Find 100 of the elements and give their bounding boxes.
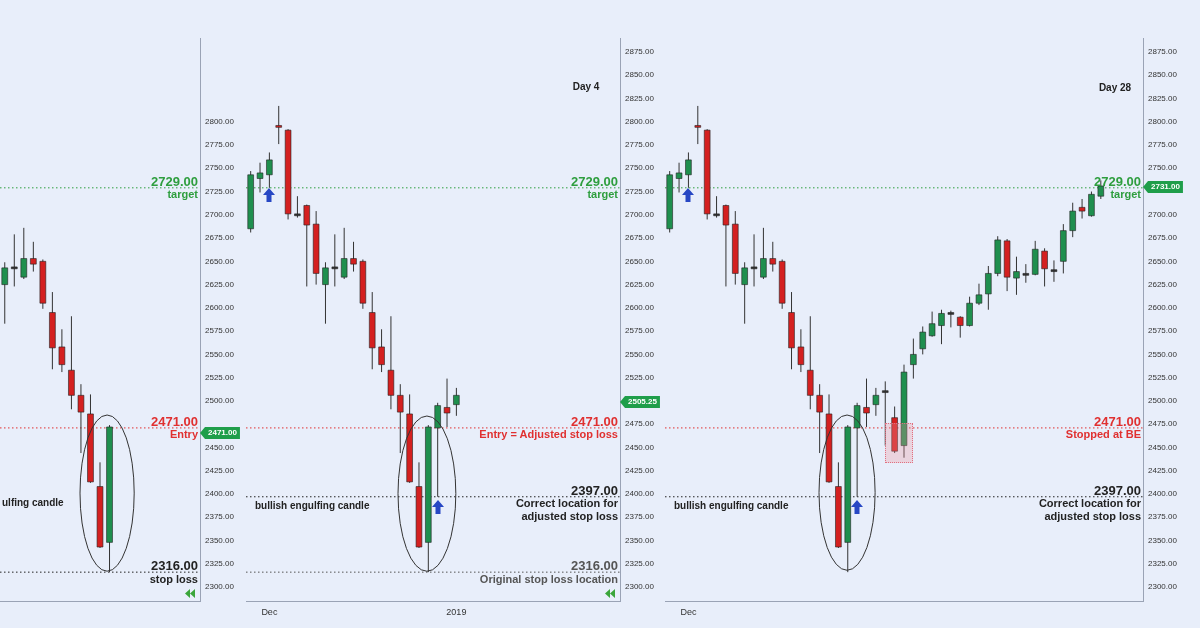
- ref-line-label: 2316.00: [151, 558, 198, 574]
- y-tick-label: 2325.00: [1148, 558, 1178, 568]
- y-tick-label: 2425.00: [205, 465, 235, 475]
- y-tick-label: 2425.00: [625, 465, 655, 475]
- y-tick-label: 2575.00: [1148, 326, 1178, 336]
- candlestick: [741, 261, 748, 325]
- annotation: Stopped at BE: [1065, 428, 1141, 441]
- y-tick-label: 2425.00: [1148, 465, 1178, 475]
- candlestick: [910, 338, 917, 380]
- y-tick-label: 2375.00: [1148, 512, 1178, 522]
- y-tick-label: 2775.00: [625, 140, 655, 150]
- annotation: Correct location for adjusted stop loss: [1038, 497, 1142, 523]
- y-tick-label: 2625.00: [1148, 279, 1178, 289]
- y-tick-label: 2625.00: [205, 279, 235, 289]
- y-tick-label: 2375.00: [205, 512, 235, 522]
- y-tick-label: 2575.00: [625, 326, 655, 336]
- y-tick-label: 2600.00: [205, 303, 235, 313]
- candlestick: [350, 241, 357, 273]
- y-tick-label: 2500.00: [205, 396, 235, 406]
- y-tick-label: 2825.00: [625, 93, 655, 103]
- y-tick-label: 2450.00: [205, 442, 235, 452]
- y-tick-label: 2300.00: [625, 582, 655, 592]
- y-tick-label: 2475.00: [1148, 419, 1178, 429]
- y-tick-label: 2400.00: [205, 489, 235, 499]
- y-tick-label: 2500.00: [1148, 396, 1178, 406]
- x-tick-label: Dec: [261, 606, 278, 617]
- y-tick-label: 2550.00: [625, 349, 655, 359]
- ref-line-label: 2729.00: [151, 173, 198, 189]
- y-tick-label: 2450.00: [625, 442, 655, 452]
- candlestick: [30, 241, 37, 273]
- annotation: bullish engulfing candle: [255, 499, 370, 511]
- y-tick-label: 2550.00: [205, 349, 235, 359]
- annotation: Original stop loss location: [479, 572, 619, 585]
- text: 2731.00: [1151, 182, 1181, 192]
- x-tick-label: Dec: [680, 606, 697, 617]
- y-tick-label: 2675.00: [1148, 233, 1178, 243]
- annotation: Entry: [169, 428, 199, 441]
- y-tick-label: 2400.00: [625, 489, 655, 499]
- y-tick-label: 2525.00: [1148, 372, 1178, 382]
- annotation: Correct location for adjusted stop loss: [515, 497, 619, 523]
- y-tick-label: 2350.00: [625, 535, 655, 545]
- y-tick-label: 2700.00: [205, 210, 235, 220]
- y-tick-label: 2650.00: [625, 256, 655, 266]
- text: 2471.00: [208, 428, 238, 438]
- y-tick-label: 2625.00: [625, 279, 655, 289]
- y-tick-label: 2775.00: [1148, 140, 1178, 150]
- candlestick: [303, 204, 310, 287]
- ref-line-label: 2729.00: [1094, 173, 1141, 189]
- y-tick-label: 2525.00: [625, 372, 655, 382]
- y-tick-label: 2775.00: [205, 140, 235, 150]
- annotation: target: [167, 188, 199, 201]
- ref-line-label: 2397.00: [571, 482, 618, 498]
- y-tick-label: 2550.00: [1148, 349, 1178, 359]
- y-tick-label: 2700.00: [1148, 210, 1178, 220]
- y-tick-label: 2800.00: [1148, 116, 1178, 126]
- y-tick-label: 2350.00: [1148, 535, 1178, 545]
- y-tick-label: 2850.00: [1148, 70, 1178, 80]
- ref-line-label: 2729.00: [571, 173, 618, 189]
- candlestick: [938, 309, 945, 345]
- y-tick-label: 2675.00: [625, 233, 655, 243]
- candlestick: [397, 383, 404, 454]
- y-tick-label: 2475.00: [625, 419, 655, 429]
- x-tick-label: 2019: [446, 606, 467, 617]
- y-tick-label: 2750.00: [1148, 163, 1178, 173]
- y-tick-label: 2875.00: [625, 47, 655, 57]
- y-tick-label: 2750.00: [205, 163, 235, 173]
- candlestick: [322, 261, 329, 325]
- candlestick: [882, 380, 889, 447]
- y-tick-label: 2650.00: [1148, 256, 1178, 266]
- y-tick-label: 2750.00: [625, 163, 655, 173]
- annotation: ulfing candle: [2, 496, 65, 508]
- candlestick: [816, 383, 823, 454]
- candlestick: [769, 241, 776, 273]
- candlestick: [760, 227, 767, 280]
- annotation: target: [587, 188, 619, 201]
- ref-line-label: 2316.00: [571, 558, 618, 574]
- ref-line-label: 2471.00: [571, 413, 618, 429]
- annotation: Entry = Adjusted stop loss: [479, 428, 618, 441]
- y-tick-label: 2850.00: [625, 70, 655, 80]
- y-tick-label: 2575.00: [205, 326, 235, 336]
- candlestick: [694, 105, 702, 145]
- candlestick: [1, 261, 9, 325]
- y-tick-label: 2675.00: [205, 233, 235, 243]
- y-tick-label: 2600.00: [1148, 303, 1178, 313]
- y-tick-label: 2400.00: [1148, 489, 1178, 499]
- y-tick-label: 2800.00: [625, 116, 655, 126]
- y-tick-label: 2375.00: [625, 512, 655, 522]
- candlestick: [1013, 256, 1020, 296]
- y-tick-label: 2825.00: [1148, 93, 1178, 103]
- y-tick-label: 2650.00: [205, 256, 235, 266]
- ref-line-label: 2471.00: [1094, 413, 1141, 429]
- annotation: bullish engulfing candle: [674, 499, 789, 511]
- y-tick-label: 2800.00: [205, 116, 235, 126]
- y-tick-label: 2300.00: [1148, 582, 1178, 592]
- y-tick-label: 2300.00: [205, 582, 235, 592]
- y-tick-label: 2725.00: [625, 186, 655, 196]
- y-tick-label: 2450.00: [1148, 442, 1178, 452]
- y-tick-label: 2525.00: [205, 372, 235, 382]
- y-tick-label: 2725.00: [205, 186, 235, 196]
- ref-line-label: 2471.00: [151, 413, 198, 429]
